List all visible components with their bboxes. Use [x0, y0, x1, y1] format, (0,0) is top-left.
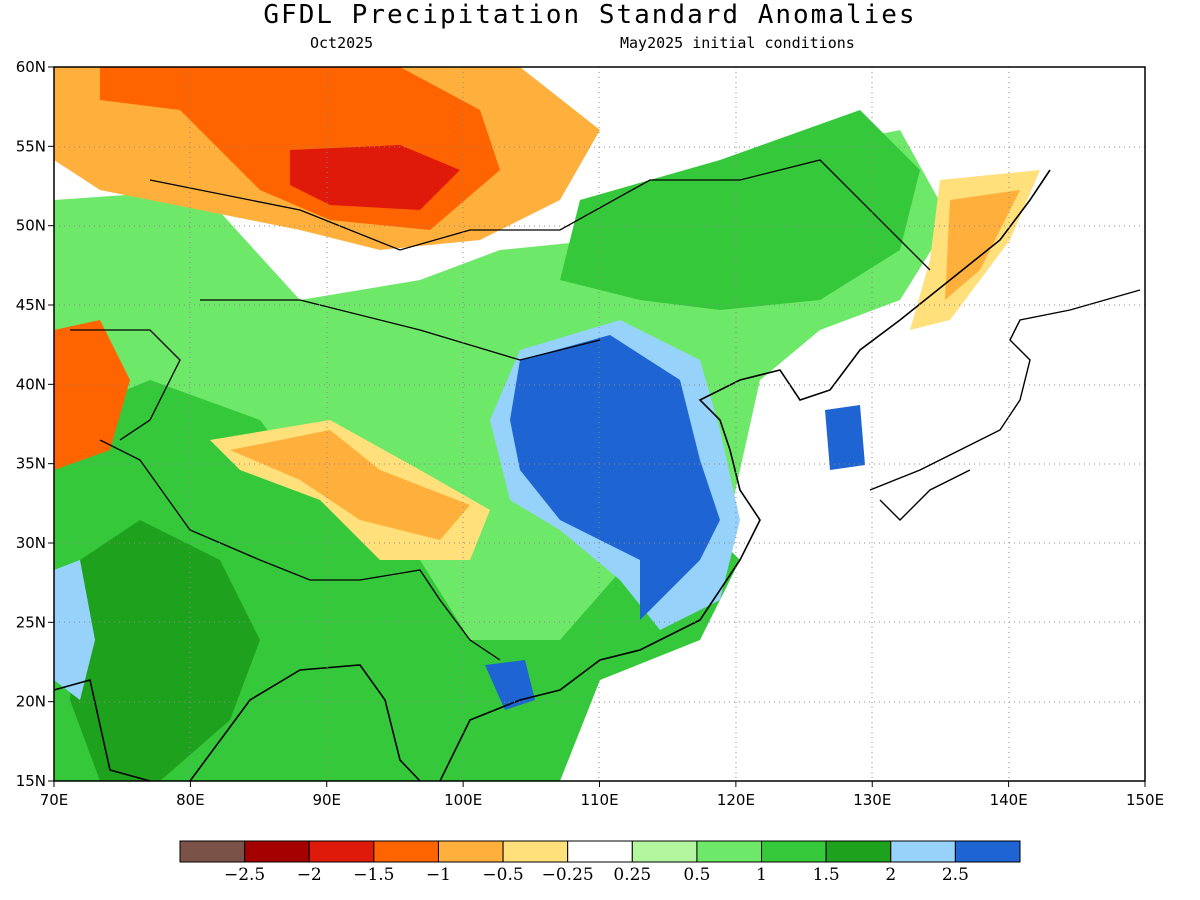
colorbar-swatch — [954, 840, 1021, 863]
lat-tick-label: 40N — [16, 375, 46, 393]
extreme-dry-anomaly-region-north — [290, 145, 460, 210]
moderate-dry-anomaly-region-northeast — [945, 190, 1020, 300]
colorbar-swatch — [567, 840, 633, 863]
colorbar-label: −1.5 — [353, 865, 394, 885]
colorbar-label: −0.5 — [482, 865, 523, 885]
wet-anomaly-region-korea — [825, 405, 865, 470]
colorbar-label: 2 — [885, 865, 896, 885]
darker-anomaly-region-south — [70, 520, 260, 781]
lon-tick-label: 150E — [1126, 791, 1164, 809]
colorbar-label: 0.5 — [683, 865, 710, 885]
lon-tick-label: 100E — [444, 791, 482, 809]
lat-tick-label: 15N — [16, 772, 46, 790]
country-borders — [70, 159, 931, 661]
colorbar-swatch — [308, 840, 375, 863]
lat-tick-label: 50N — [16, 217, 46, 235]
lat-tick-label: 60N — [16, 58, 46, 76]
initial-conditions: May2025 initial conditions — [620, 34, 855, 52]
lon-tick-label: 120E — [717, 791, 755, 809]
colorbar-label: 1.5 — [813, 865, 840, 885]
colorbar-label: −2 — [297, 865, 322, 885]
wet-anomaly-region-south — [54, 560, 95, 700]
lat-tick-label: 20N — [16, 693, 46, 711]
colorbar-swatch — [890, 840, 956, 863]
lon-tick-label: 80E — [176, 791, 205, 809]
lat-tick-label: 45N — [16, 296, 46, 314]
map-title: GFDL Precipitation Standard Anomalies — [263, 0, 917, 30]
strong-anomaly-region-northeast — [560, 110, 920, 310]
moderate-dry-anomaly-region-plateau — [230, 430, 470, 540]
extreme-wet-anomaly-region-east-china — [510, 335, 720, 620]
colorbar-label: −0.25 — [542, 865, 594, 885]
lat-tick-label: 30N — [16, 534, 46, 552]
dry-anomaly-region-west — [54, 320, 130, 470]
colorbar-swatch — [502, 840, 569, 863]
lat-tick-label: 55N — [16, 137, 46, 155]
lon-tick-label: 110E — [580, 791, 618, 809]
lon-tick-label: 130E — [853, 791, 891, 809]
anomaly-fields — [54, 67, 1145, 781]
colorbar-label: −1 — [426, 865, 451, 885]
forecast-month: Oct2025 — [310, 34, 374, 52]
lon-tick-label: 140E — [990, 791, 1028, 809]
colorbar-label: 2.5 — [942, 865, 969, 885]
colorbar-label: 0.25 — [613, 865, 651, 885]
lat-tick-label: 25N — [16, 613, 46, 631]
colorbar-label: −2.5 — [224, 865, 265, 885]
lat-tick-label: 35N — [16, 455, 46, 473]
extreme-wet-anomaly-region-indochina — [485, 660, 535, 710]
colorbar: −2.5 −2 −1.5 −1 −0.5 −0.25 0.25 0.5 1 1.5 2 2.5 — [179, 840, 1021, 885]
colorbar-swatch — [696, 840, 763, 863]
colorbar-swatch — [437, 840, 504, 863]
colorbar-swatch — [825, 840, 892, 863]
longitude-ticks: 70E 80E 90E 100E 110E 120E 130E 140E 150E — [40, 781, 1164, 809]
colorbar-swatch — [761, 840, 827, 863]
colorbar-swatch — [179, 840, 246, 863]
lon-tick-label: 70E — [40, 791, 69, 809]
latitude-ticks: 15N 20N 25N 30N 35N 40N 45N 50N 55N 60N — [16, 58, 54, 790]
japan-outline — [869, 289, 1141, 521]
coastline — [53, 169, 1051, 782]
colorbar-label: 1 — [756, 865, 767, 885]
colorbar-swatch — [373, 840, 439, 863]
colorbar-swatch — [631, 840, 698, 863]
lon-tick-label: 90E — [312, 791, 341, 809]
gridlines — [54, 67, 1145, 781]
colorbar-swatch — [244, 840, 310, 863]
